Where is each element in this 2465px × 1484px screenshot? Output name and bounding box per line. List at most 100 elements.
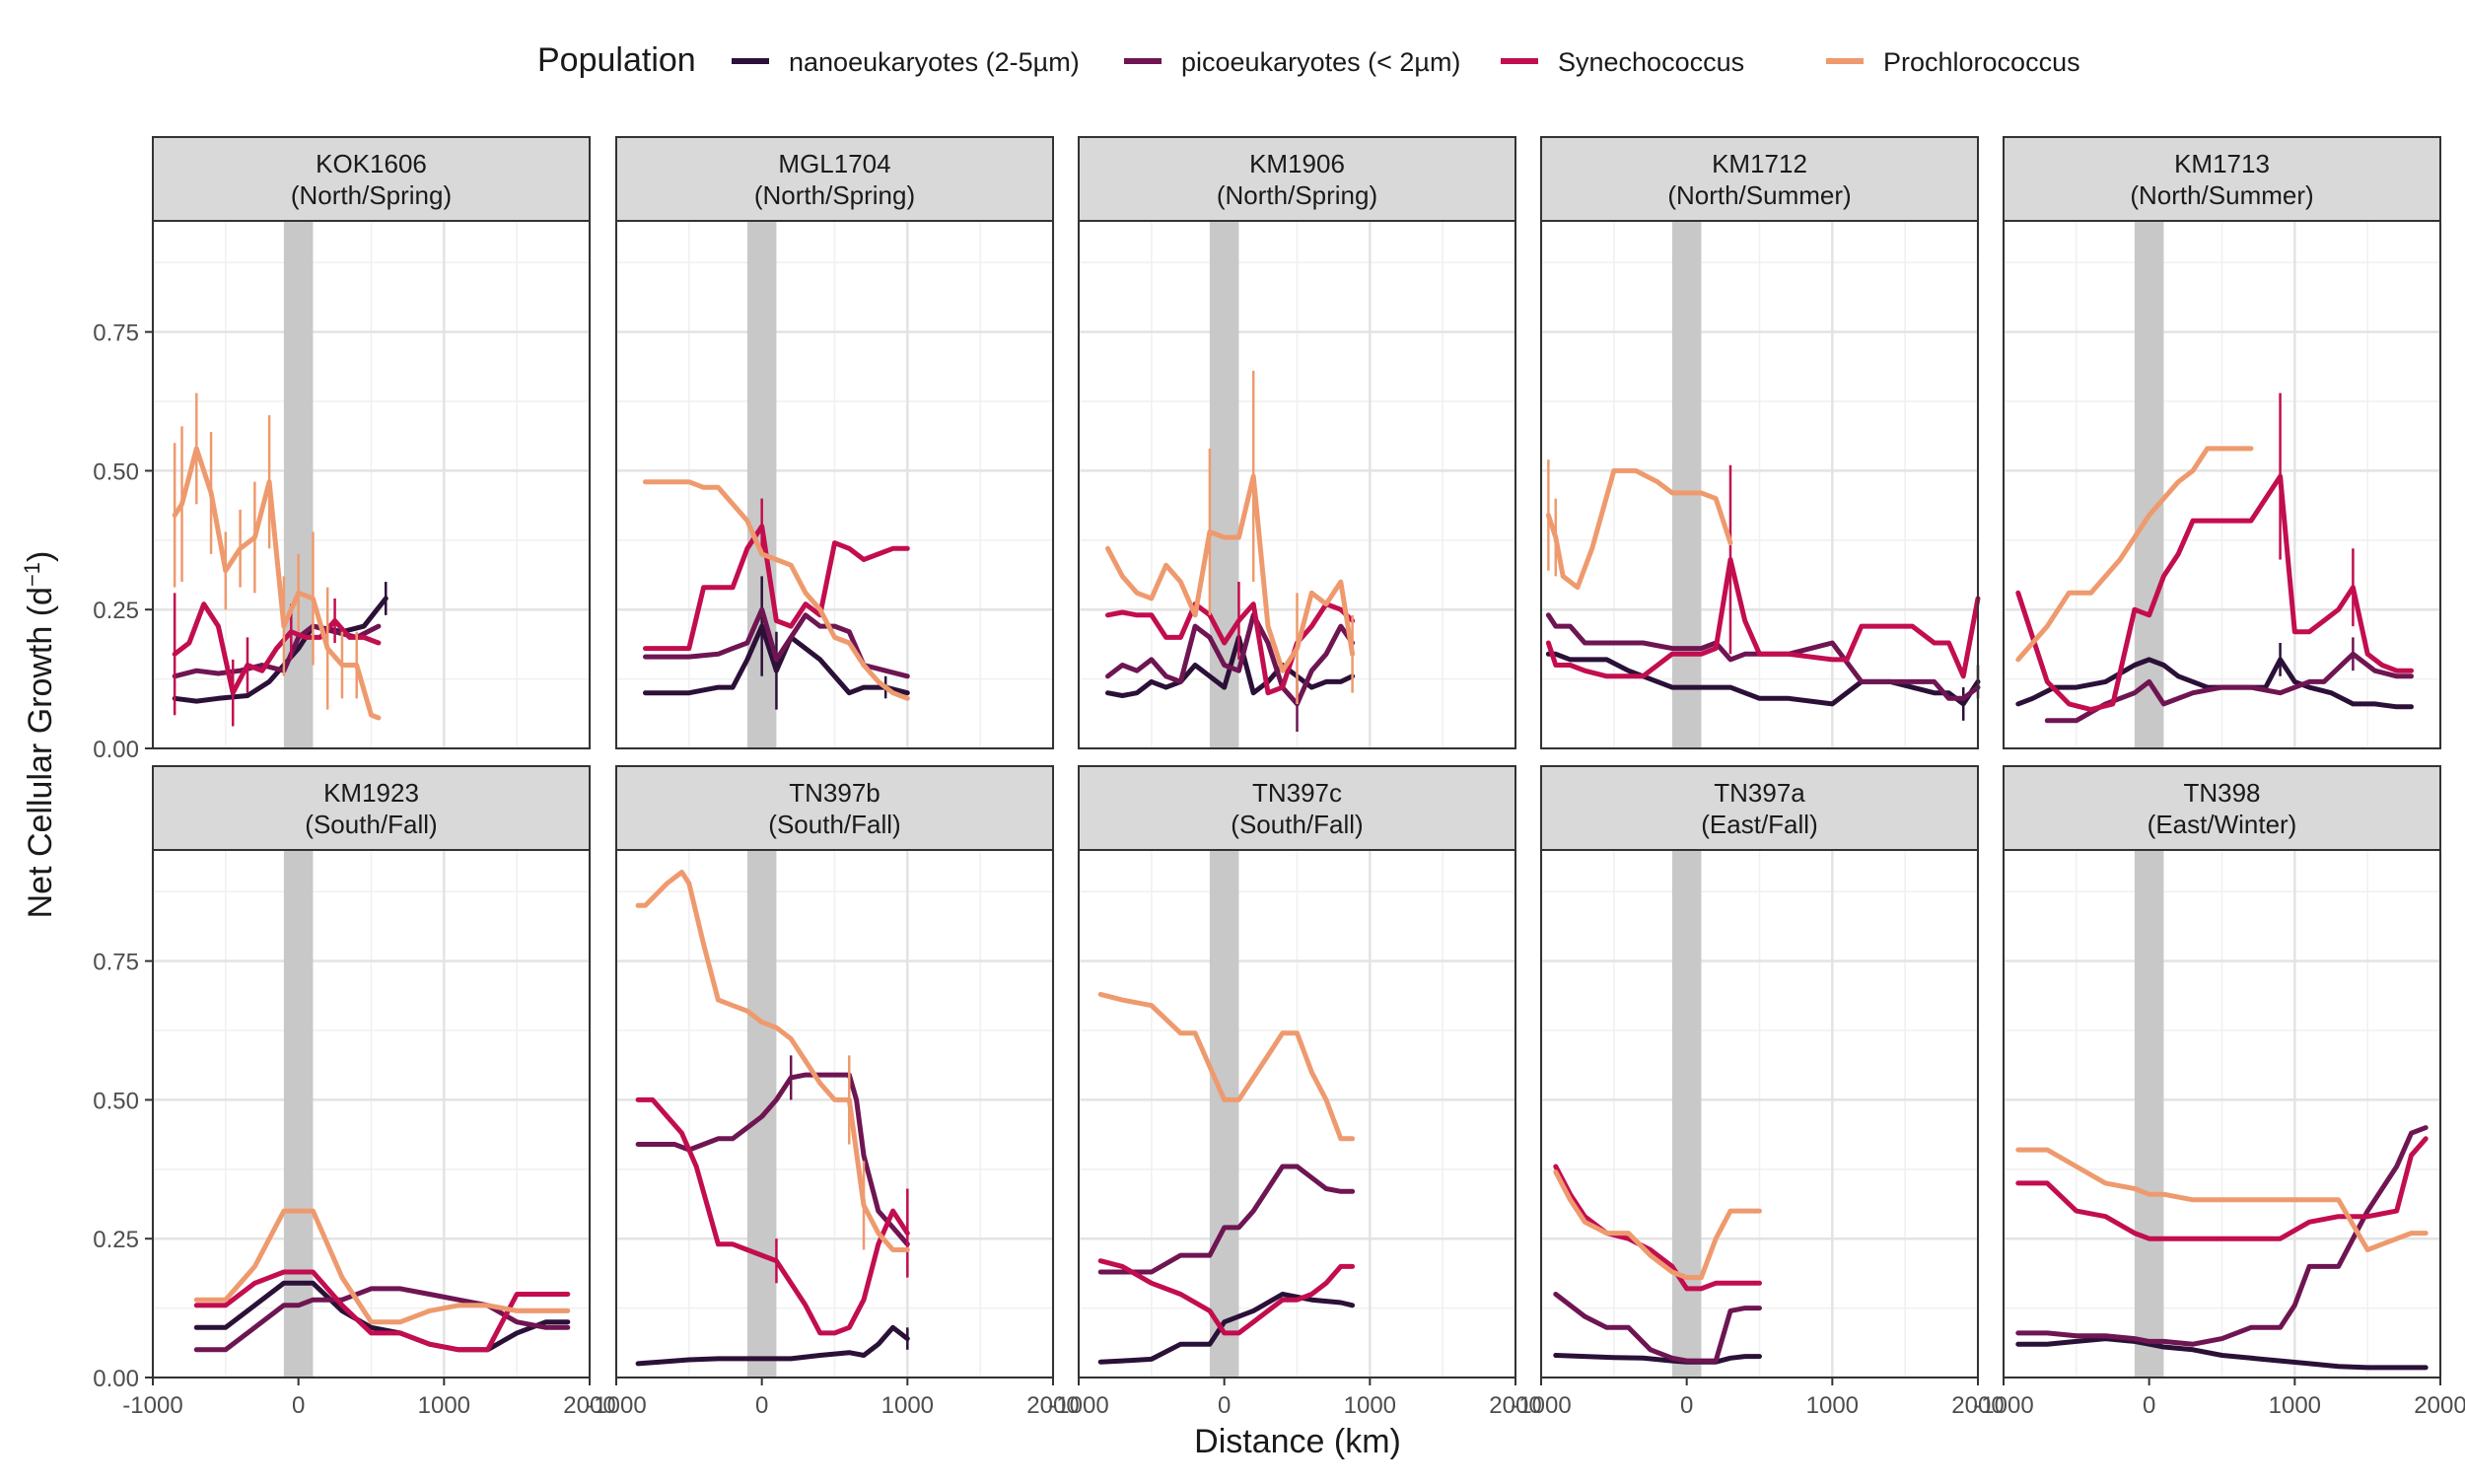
x-tick-label: 0: [1680, 1392, 1693, 1419]
facet-title: TN397c: [1252, 778, 1342, 808]
series-line-pico: [1545, 612, 1981, 701]
panel-border: [1540, 220, 1979, 749]
facet-subtitle: (North/Spring): [291, 180, 452, 210]
x-tick-label: 1000: [1806, 1392, 1859, 1419]
x-tick-label: 0: [1218, 1392, 1231, 1419]
series-line-syn: [2015, 473, 2414, 713]
front-band: [2134, 850, 2164, 1378]
y-axis-title: Net Cellular Growth (d−1): [20, 551, 59, 919]
facet-strip: [615, 765, 1054, 851]
x-tick-label: 2000: [563, 1392, 615, 1419]
series-line-pro: [1097, 991, 1356, 1142]
front-band: [1671, 221, 1702, 748]
series-line-syn: [1105, 601, 1356, 696]
facet-subtitle: (North/Spring): [754, 180, 915, 210]
series-line-pro: [172, 446, 382, 721]
series-line-pro: [2015, 1147, 2429, 1252]
series-line-nano: [1545, 651, 1981, 707]
series-line-pro: [2015, 446, 2254, 663]
facet-subtitle: (North/Summer): [2130, 180, 2313, 210]
facet-panel-tn397a: TN397a(East/Fall) -1000 0 1000 2000: [1511, 765, 2005, 1419]
series-line-pro: [193, 1208, 571, 1325]
series-line-nano: [1105, 634, 1356, 698]
legend-label-nanoeukaryotes: nanoeukaryotes (2-5µm): [789, 47, 1080, 77]
x-tick-label: -1000: [1973, 1392, 2033, 1419]
facet-panel-km1906: KM1906(North/Spring): [1077, 136, 1517, 750]
x-tick-label: 2000: [1951, 1392, 2004, 1419]
legend-label-picoeukaryotes: picoeukaryotes (< 2µm): [1181, 47, 1460, 77]
facet-subtitle: (North/Summer): [1667, 180, 1851, 210]
legend-key-nanoeukaryotes: nanoeukaryotes (2-5µm): [732, 47, 1080, 77]
y-tick-label: 0.75: [93, 950, 139, 976]
series-line-pro: [1545, 467, 1733, 591]
series-line-pico: [2015, 1125, 2429, 1347]
facet-title: MGL1704: [778, 149, 890, 178]
facet-title: KM1713: [2174, 149, 2270, 178]
facet-title: KM1923: [323, 778, 419, 808]
front-band: [1209, 850, 1239, 1378]
x-tick-label: 1000: [881, 1392, 934, 1419]
y-tick-label: 0.50: [93, 1088, 139, 1114]
front-band: [283, 850, 314, 1378]
series-line-pico: [635, 1072, 910, 1247]
facet-panel-mgl1704: MGL1704(North/Spring): [614, 136, 1055, 750]
series-line-syn: [2015, 1136, 2429, 1241]
series-line-syn: [193, 1269, 571, 1353]
facet-panel-kok1606: KOK1606(North/Spring) 0.00 0.25 0.50 0.75: [93, 136, 592, 763]
x-tick-label: 0: [755, 1392, 768, 1419]
series-line-pico: [1105, 612, 1356, 707]
facet-title: KM1712: [1712, 149, 1807, 178]
front-band: [1671, 850, 1702, 1378]
facet-strip: [1078, 136, 1516, 222]
x-axis-title: Distance (km): [1194, 1423, 1401, 1460]
x-tick-label: -1000: [1511, 1392, 1571, 1419]
x-tick-label: -1000: [586, 1392, 646, 1419]
facet-title: TN397b: [789, 778, 880, 808]
panel-border: [1540, 849, 1979, 1378]
panel-border: [152, 220, 591, 749]
series-line-pro: [1553, 1169, 1762, 1281]
facet-subtitle: (East/Fall): [1701, 810, 1817, 839]
y-tick-label: 0.00: [93, 737, 139, 763]
facet-panel-km1713: KM1713(North/Summer): [2002, 136, 2442, 750]
y-tick-label: 0.50: [93, 459, 139, 485]
legend-label-synechococcus: Synechococcus: [1558, 47, 1744, 77]
front-band: [2134, 221, 2164, 748]
y-axis-title-close: ): [22, 551, 59, 562]
legend-key-picoeukaryotes: picoeukaryotes (< 2µm): [1124, 47, 1460, 77]
y-axis-title-main: Net Cellular Growth (d: [22, 587, 59, 918]
front-band: [283, 221, 314, 748]
facet-strip: [615, 136, 1054, 222]
series-line-syn: [1097, 1258, 1356, 1336]
facet-subtitle: (South/Fall): [1231, 810, 1363, 839]
facet-panel-km1923: KM1923(South/Fall) 0.00 0.25 0.50 0.75 -1000 0…: [93, 765, 616, 1419]
panel-border: [1078, 220, 1516, 749]
facet-panels: KOK1606(North/Spring)0.000.250.500.75MGL…: [93, 136, 2465, 1419]
facet-subtitle: (South/Fall): [305, 810, 437, 839]
legend-title: Population: [537, 41, 696, 79]
legend-key-prochlorococcus: Prochlorococcus: [1826, 47, 2080, 77]
facet-subtitle: (East/Winter): [2148, 810, 2297, 839]
panel-border: [152, 849, 591, 1378]
facet-strip: [1540, 136, 1979, 222]
panel-border: [2003, 849, 2441, 1378]
facet-panel-km1712: KM1712(North/Summer): [1539, 136, 1981, 750]
facet-title: KM1906: [1249, 149, 1345, 178]
series-line-syn: [1553, 1164, 1762, 1292]
series-line-nano: [2015, 1336, 2429, 1371]
series-line-pro: [635, 870, 910, 1252]
y-axis-title-exponent: −1: [20, 562, 44, 587]
facet-panel-tn397c: TN397c(South/Fall) -1000 0 1000 2000: [1048, 765, 1542, 1419]
legend-key-synechococcus: Synechococcus: [1501, 47, 1744, 77]
panel-border: [1078, 849, 1516, 1378]
series-line-nano: [635, 1324, 910, 1367]
y-tick-label: 0.25: [93, 1227, 139, 1253]
facet-panel-tn398: TN398(East/Winter) -1000 0 1000 2000: [1973, 765, 2465, 1419]
series-line-pico: [2044, 651, 2414, 724]
facet-strip: [2003, 136, 2441, 222]
x-tick-label: 0: [2143, 1392, 2155, 1419]
facet-title: KOK1606: [316, 149, 427, 178]
legend-label-prochlorococcus: Prochlorococcus: [1883, 47, 2080, 77]
facet-subtitle: (North/Spring): [1217, 180, 1377, 210]
